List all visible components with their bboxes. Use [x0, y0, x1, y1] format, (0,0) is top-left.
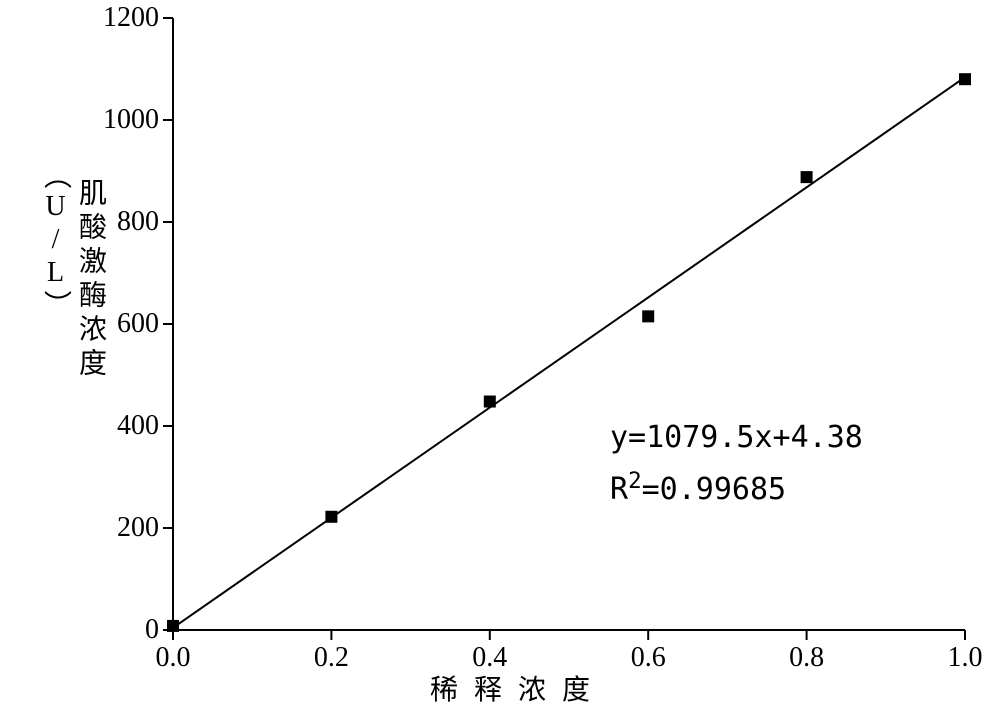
- x-tick-label: 1.0: [940, 642, 990, 674]
- y-tick-label: 1200: [103, 2, 159, 34]
- x-tick-label: 0.6: [623, 642, 673, 674]
- y-tick-label: 600: [117, 308, 159, 340]
- x-tick-label: 0.0: [148, 642, 198, 674]
- y-tick-label: 800: [117, 206, 159, 238]
- chart-annotation: R2=0.99685: [610, 468, 786, 507]
- y-tick-label: 0: [145, 614, 159, 646]
- chart-container: 肌酸激酶浓度 （U/L） 稀释浓度 y=1079.5x+4.38 R2=0.996…: [0, 0, 1000, 708]
- y-tick-label: 1000: [103, 104, 159, 136]
- y-tick-label: 200: [117, 512, 159, 544]
- x-tick-label: 0.4: [465, 642, 515, 674]
- y-axis-label: 肌酸激酶浓度: [70, 100, 110, 460]
- y-axis-unit: （U/L）: [35, 140, 75, 340]
- x-axis-label: 稀释浓度: [430, 668, 606, 708]
- x-tick-label: 0.2: [306, 642, 356, 674]
- y-tick-label: 400: [117, 410, 159, 442]
- x-tick-label: 0.8: [782, 642, 832, 674]
- chart-annotation: y=1079.5x+4.38: [610, 420, 863, 455]
